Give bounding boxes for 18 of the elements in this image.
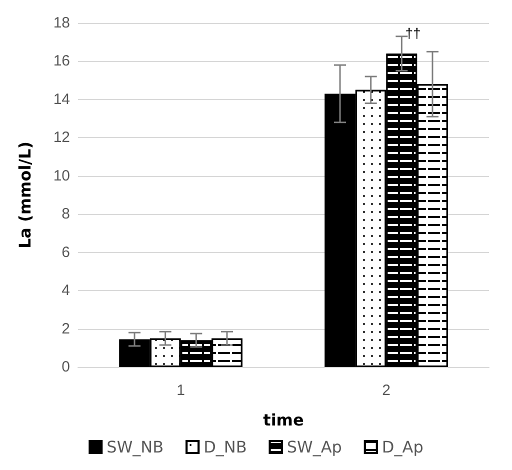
y-axis-title: La (mmol/L) — [16, 141, 34, 249]
y-tick-label: 6 — [62, 244, 70, 261]
y-tick-label: 0 — [62, 358, 70, 376]
y-tick-label: 10 — [53, 167, 70, 184]
y-tick-label: 8 — [62, 206, 70, 223]
y-tick-label: 4 — [62, 282, 70, 300]
y-tick-label: 2 — [62, 320, 70, 338]
legend-label: D_NB — [204, 438, 247, 456]
annotation: †† — [405, 25, 421, 41]
y-tick-label: 14 — [53, 90, 70, 108]
legend-label: SW_NB — [106, 438, 164, 456]
legend-label: SW_Ap — [286, 438, 342, 456]
y-tick-label: 12 — [53, 129, 70, 146]
x-tick-label: 1 — [176, 382, 185, 399]
x-axis-title: time — [263, 410, 304, 430]
y-tick-label: 18 — [53, 14, 70, 32]
legend-label: D_Ap — [382, 438, 424, 456]
y-tick-label: 16 — [53, 52, 70, 70]
